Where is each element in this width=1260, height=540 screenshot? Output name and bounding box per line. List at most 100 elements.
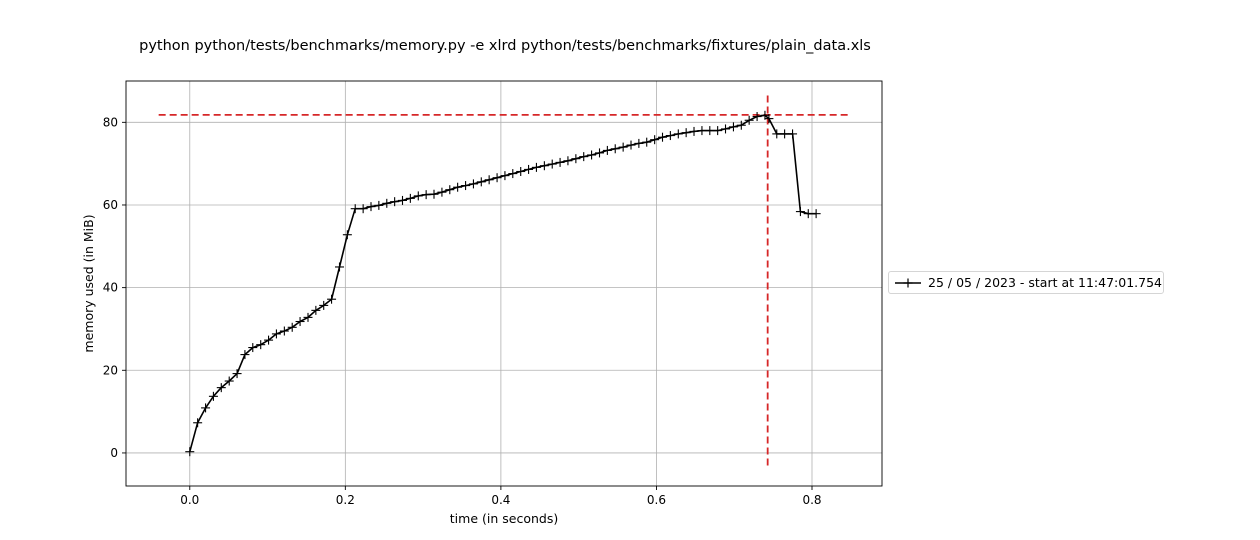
- data-point: [803, 209, 813, 219]
- data-point: [772, 129, 782, 139]
- data-point: [563, 156, 573, 166]
- data-point: [500, 171, 510, 181]
- data-point: [788, 129, 798, 139]
- data-point: [764, 114, 774, 124]
- y-tick-label: 20: [103, 363, 118, 377]
- data-point: [579, 152, 589, 162]
- data-point: [634, 138, 644, 148]
- data-point: [437, 187, 447, 197]
- axes-frame: [125, 80, 883, 487]
- data-point: [319, 300, 329, 310]
- data-point: [429, 189, 439, 199]
- data-point: [587, 150, 597, 160]
- data-point: [374, 200, 384, 210]
- x-tick-label: 0.6: [647, 493, 666, 507]
- data-point: [555, 157, 565, 167]
- data-point: [665, 131, 675, 141]
- data-point: [327, 294, 337, 304]
- data-point: [681, 128, 691, 138]
- data-point: [713, 126, 723, 136]
- data-point: [728, 122, 738, 132]
- data-point: [531, 162, 541, 172]
- data-point: [256, 340, 266, 350]
- series-line: [189, 114, 817, 452]
- data-point: [279, 326, 289, 336]
- data-point: [780, 129, 790, 139]
- data-point: [595, 148, 605, 158]
- data-point: [287, 322, 297, 332]
- y-tick-label: 60: [103, 198, 118, 212]
- data-point: [508, 169, 518, 179]
- legend: 25 / 05 / 2023 - start at 11:47:01.754: [888, 271, 1164, 294]
- data-point: [736, 120, 746, 130]
- data-point: [185, 447, 195, 457]
- x-tick-label: 0.2: [336, 493, 355, 507]
- data-point: [413, 191, 423, 201]
- axis-ticks: 0.0 0.2 0.4 0.6 0.8 0 20 40 60 80: [103, 115, 822, 507]
- data-point: [476, 177, 486, 187]
- data-point: [524, 164, 534, 174]
- data-point: [752, 112, 762, 122]
- data-point: [350, 204, 360, 214]
- data-point: [342, 230, 352, 240]
- data-point: [271, 329, 281, 339]
- data-point: [571, 154, 581, 164]
- chart-title: python python/tests/benchmarks/memory.py…: [139, 38, 871, 54]
- x-tick-label: 0.4: [491, 493, 510, 507]
- data-point: [610, 144, 620, 154]
- data-point: [208, 391, 218, 401]
- data-point: [689, 126, 699, 136]
- data-point: [445, 185, 455, 195]
- legend-label: 25 / 05 / 2023 - start at 11:47:01.754: [928, 275, 1162, 290]
- y-axis-label: memory used (in MiB): [81, 214, 96, 352]
- data-point: [303, 312, 313, 322]
- data-point: [626, 140, 636, 150]
- data-point: [721, 124, 731, 134]
- data-point: [468, 179, 478, 189]
- data-point: [492, 173, 502, 183]
- y-tick-label: 80: [103, 115, 118, 129]
- data-point: [618, 142, 628, 152]
- x-axis-label: time (in seconds): [450, 511, 558, 526]
- data-point: [673, 129, 683, 139]
- data-point: [461, 181, 471, 191]
- data-point: [382, 198, 392, 208]
- data-point: [697, 126, 707, 136]
- data-point: [795, 207, 805, 217]
- data-point: [390, 197, 400, 207]
- x-tick-label: 0.8: [802, 493, 821, 507]
- data-point: [240, 350, 250, 360]
- data-point: [358, 204, 368, 214]
- data-point: [484, 175, 494, 185]
- legend-swatch: [895, 278, 921, 288]
- series-layer: [185, 110, 821, 457]
- data-point: [311, 305, 321, 315]
- data-point: [366, 202, 376, 212]
- y-tick-label: 40: [103, 281, 118, 295]
- data-point: [705, 126, 715, 136]
- data-point: [193, 418, 203, 428]
- data-point: [201, 403, 211, 413]
- data-point: [547, 159, 557, 169]
- data-point: [248, 343, 258, 353]
- data-point: [264, 335, 274, 345]
- data-point: [405, 193, 415, 203]
- data-point: [224, 376, 234, 386]
- data-point: [642, 137, 652, 147]
- data-point: [421, 190, 431, 200]
- data-point: [539, 161, 549, 171]
- data-point: [516, 167, 526, 177]
- data-point: [811, 209, 821, 219]
- y-tick-label: 0: [110, 446, 118, 460]
- data-point: [232, 369, 242, 379]
- grid-lines: [126, 81, 882, 486]
- data-point: [295, 317, 305, 327]
- data-point: [216, 383, 226, 393]
- x-tick-label: 0.0: [180, 493, 199, 507]
- data-point: [398, 195, 407, 205]
- data-point: [744, 115, 754, 125]
- data-point: [335, 262, 344, 272]
- data-point: [650, 135, 660, 145]
- data-point: [658, 132, 668, 142]
